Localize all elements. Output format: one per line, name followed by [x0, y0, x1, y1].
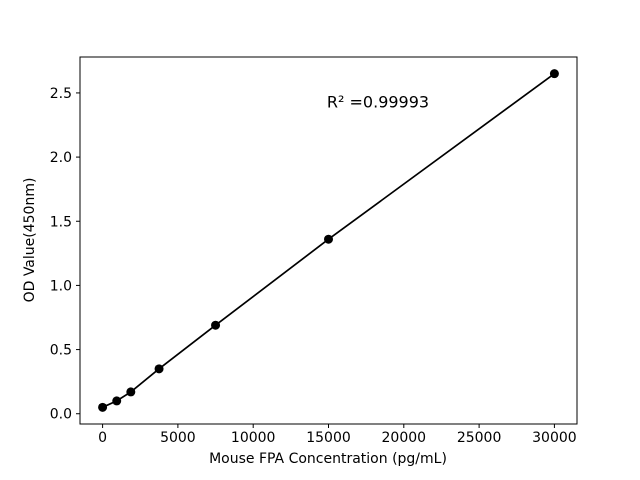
data-point: [154, 364, 164, 374]
y-tick-label: 2.5: [50, 86, 72, 102]
x-tick-label: 30000: [532, 430, 577, 446]
x-tick-label: 10000: [231, 430, 276, 446]
y-tick-label: 0.0: [50, 407, 72, 423]
x-axis-title: Mouse FPA Concentration (pg/mL): [209, 451, 447, 467]
y-tick-label: 1.0: [50, 278, 72, 294]
data-point: [126, 387, 136, 397]
data-point: [324, 234, 333, 244]
x-tick-label: 25000: [457, 430, 502, 446]
x-tick-label: 0: [98, 430, 107, 446]
x-tick-label: 5000: [160, 430, 196, 446]
data-point: [211, 320, 221, 330]
y-axis-title: OD Value(450nm): [22, 177, 38, 303]
x-tick-label: 20000: [382, 430, 427, 446]
y-tick-label: 0.5: [50, 343, 72, 359]
data-point: [98, 402, 108, 412]
y-tick-label: 2.0: [50, 150, 72, 166]
x-tick-label: 15000: [306, 430, 351, 446]
data-point: [549, 69, 559, 79]
data-point: [112, 396, 122, 406]
r-squared-annotation: R² =0.99993: [326, 92, 430, 112]
y-tick-label: 1.5: [50, 214, 72, 230]
